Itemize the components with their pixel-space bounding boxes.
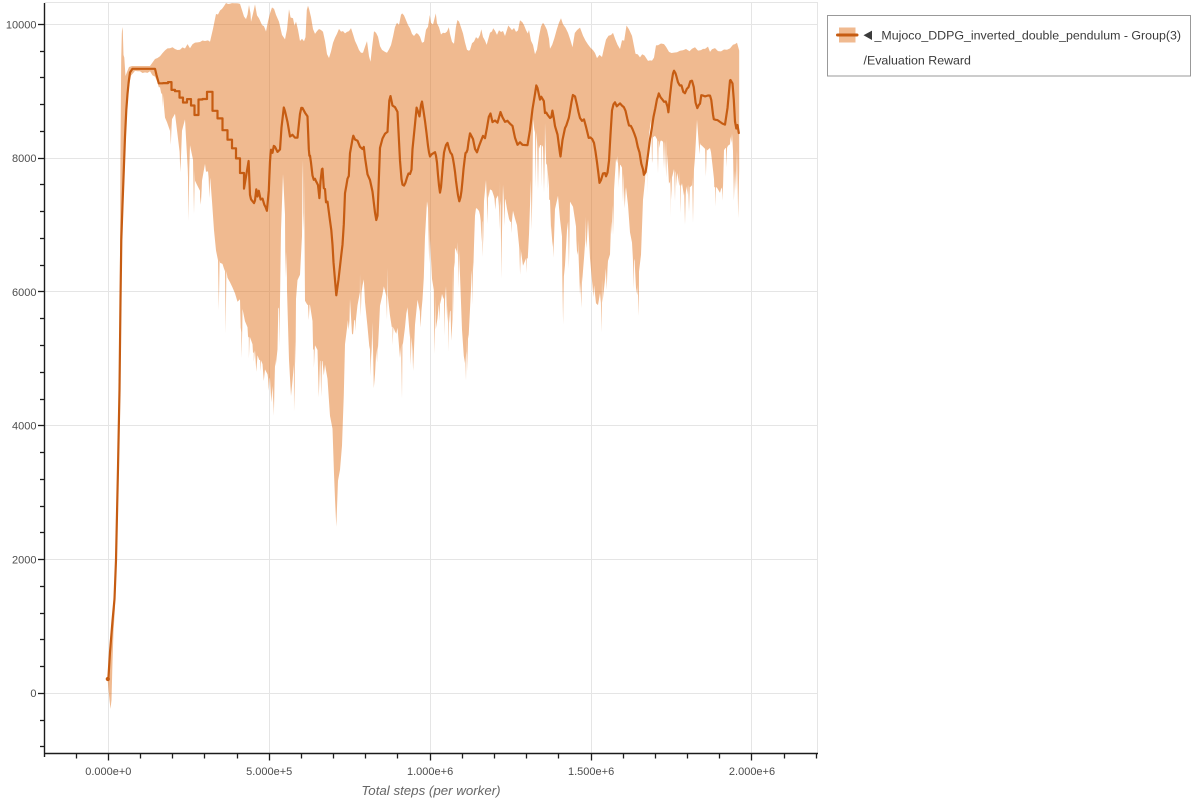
svg-text:0.000e+0: 0.000e+0 bbox=[85, 766, 131, 778]
svg-text:10000: 10000 bbox=[6, 19, 37, 31]
svg-text:6000: 6000 bbox=[12, 287, 36, 299]
svg-text:1.500e+6: 1.500e+6 bbox=[568, 766, 614, 778]
svg-text:8000: 8000 bbox=[12, 153, 36, 165]
svg-text:0: 0 bbox=[30, 688, 36, 700]
svg-text:4000: 4000 bbox=[12, 421, 36, 433]
svg-text:5.000e+5: 5.000e+5 bbox=[246, 766, 292, 778]
svg-text:2.000e+6: 2.000e+6 bbox=[729, 766, 775, 778]
svg-text:1.000e+6: 1.000e+6 bbox=[407, 766, 453, 778]
svg-text:_Mujoco_DDPG_inverted_double_p: _Mujoco_DDPG_inverted_double_pendulum - … bbox=[874, 29, 1182, 43]
svg-text:/Evaluation Reward: /Evaluation Reward bbox=[864, 54, 972, 68]
svg-text:Total steps (per worker): Total steps (per worker) bbox=[361, 783, 500, 798]
svg-text:2000: 2000 bbox=[12, 554, 36, 566]
